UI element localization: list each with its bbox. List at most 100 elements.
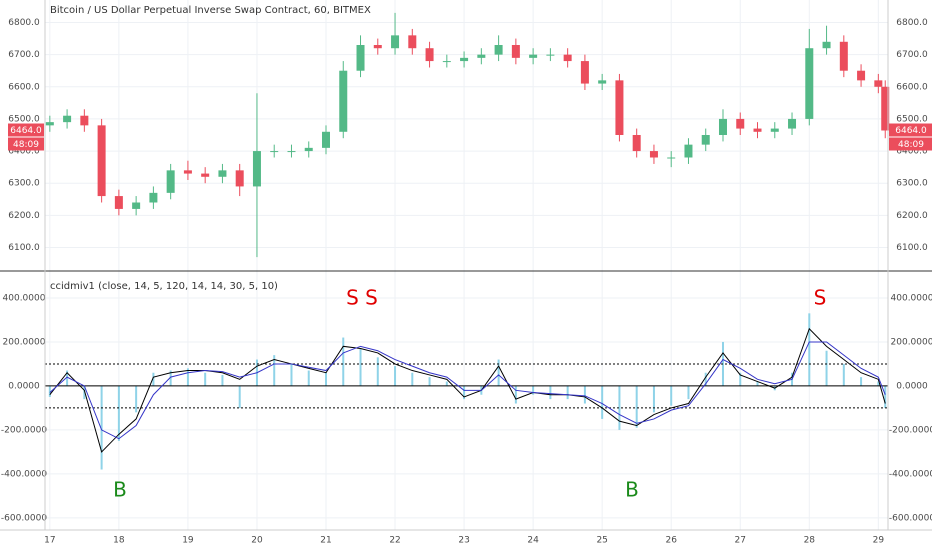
x-tick-label: 17 bbox=[44, 536, 55, 546]
histogram-bar bbox=[756, 381, 759, 386]
histogram-bar bbox=[342, 337, 345, 386]
candle-body bbox=[270, 151, 279, 153]
candle-body bbox=[235, 170, 244, 187]
y-tick-label: 6800.0 bbox=[8, 18, 40, 28]
candle-body bbox=[881, 86, 890, 131]
candle-body bbox=[805, 48, 814, 119]
histogram-bar bbox=[566, 385, 569, 400]
candle-body bbox=[718, 118, 727, 135]
candle-body bbox=[788, 118, 797, 129]
histogram-bar bbox=[497, 359, 500, 386]
y-tick-label: -400.0000 bbox=[1, 469, 47, 479]
y-tick-label: 6600.0 bbox=[896, 82, 928, 92]
candle-body bbox=[425, 48, 434, 62]
candle-body bbox=[218, 170, 227, 177]
histogram-bar bbox=[83, 385, 86, 400]
candle-body bbox=[442, 61, 451, 63]
candle-body bbox=[287, 151, 296, 153]
histogram-bar bbox=[463, 385, 466, 400]
y-tick-label: 6700.0 bbox=[8, 50, 40, 60]
countdown-box bbox=[889, 137, 932, 151]
y-tick-label: 6100.0 bbox=[8, 243, 40, 253]
indicator-line bbox=[49, 327, 886, 453]
histogram-bar bbox=[842, 363, 845, 386]
y-tick-label: 200.0000 bbox=[891, 337, 932, 347]
histogram-bar bbox=[704, 372, 707, 386]
x-tick-label: 20 bbox=[251, 536, 263, 546]
histogram-bar bbox=[394, 366, 397, 386]
candle-body bbox=[356, 45, 365, 71]
x-tick-label: 22 bbox=[389, 536, 400, 546]
candle-body bbox=[80, 115, 89, 126]
candle-body bbox=[546, 54, 555, 56]
histogram-bar bbox=[135, 385, 138, 413]
candle-body bbox=[511, 45, 520, 58]
x-tick-label: 23 bbox=[458, 536, 469, 546]
annotation: B bbox=[625, 478, 639, 502]
histogram-bar bbox=[359, 348, 362, 386]
candle-body bbox=[736, 118, 745, 129]
y-tick-label: 6500.0 bbox=[8, 114, 40, 124]
x-tick-label: 19 bbox=[182, 536, 194, 546]
histogram-bar bbox=[635, 385, 638, 428]
candle-body bbox=[494, 45, 503, 55]
y-tick-label: 400.0000 bbox=[3, 293, 46, 303]
y-tick-label: 6800.0 bbox=[896, 18, 928, 28]
last-price-box bbox=[889, 123, 932, 137]
candle-body bbox=[322, 131, 330, 148]
candle-body bbox=[132, 202, 141, 209]
candle-body bbox=[183, 170, 192, 174]
y-tick-label: 6300.0 bbox=[896, 179, 928, 189]
histogram-bar bbox=[670, 385, 673, 406]
x-tick-label: 26 bbox=[665, 536, 677, 546]
histogram-bar bbox=[808, 313, 811, 386]
y-tick-label: -200.0000 bbox=[1, 425, 47, 435]
candle-body bbox=[373, 45, 382, 49]
candle-body bbox=[45, 122, 54, 126]
candle-body bbox=[391, 35, 400, 49]
y-tick-label: 6400.0 bbox=[896, 147, 928, 157]
candle-body bbox=[408, 35, 417, 49]
y-tick-label: 6500.0 bbox=[896, 114, 928, 124]
histogram-bar bbox=[583, 385, 586, 404]
y-tick-label: -600.0000 bbox=[889, 513, 932, 523]
histogram-bar bbox=[186, 368, 189, 386]
histogram-bar bbox=[445, 381, 448, 386]
x-tick-label: 24 bbox=[527, 536, 539, 546]
candle-body bbox=[252, 151, 261, 187]
countdown: 48:09 bbox=[898, 140, 924, 150]
histogram-bar bbox=[273, 355, 276, 386]
candle-body bbox=[701, 135, 710, 145]
histogram-bar bbox=[238, 385, 241, 408]
y-tick-label: 6200.0 bbox=[8, 211, 40, 221]
y-tick-label: 200.0000 bbox=[3, 337, 46, 347]
candle-body bbox=[839, 41, 848, 71]
countdown-box bbox=[8, 137, 44, 151]
candle-body bbox=[822, 41, 831, 49]
y-tick-label: -200.0000 bbox=[889, 425, 932, 435]
histogram-bar bbox=[739, 372, 742, 386]
histogram-bar bbox=[221, 374, 224, 386]
y-tick-label: -600.0000 bbox=[1, 513, 47, 523]
y-tick-label: 6400.0 bbox=[8, 147, 40, 157]
y-tick-label: 6100.0 bbox=[896, 243, 928, 253]
countdown: 48:09 bbox=[13, 140, 39, 150]
y-tick-label: 6300.0 bbox=[8, 179, 40, 189]
y-tick-label: -400.0000 bbox=[889, 469, 932, 479]
y-tick-label: 400.0000 bbox=[891, 293, 932, 303]
histogram-bar bbox=[532, 385, 535, 395]
histogram-bar bbox=[100, 385, 103, 470]
candle-body bbox=[684, 144, 693, 158]
candle-body bbox=[874, 80, 883, 87]
histogram-bar bbox=[117, 385, 120, 441]
candles bbox=[45, 12, 890, 258]
annotation: S bbox=[814, 286, 827, 310]
histogram-bar bbox=[411, 372, 414, 386]
annotation: B bbox=[113, 478, 127, 502]
candle-body bbox=[63, 115, 72, 123]
histogram-bar bbox=[290, 363, 293, 386]
candle-body bbox=[632, 135, 641, 152]
histogram-bar bbox=[601, 385, 604, 419]
